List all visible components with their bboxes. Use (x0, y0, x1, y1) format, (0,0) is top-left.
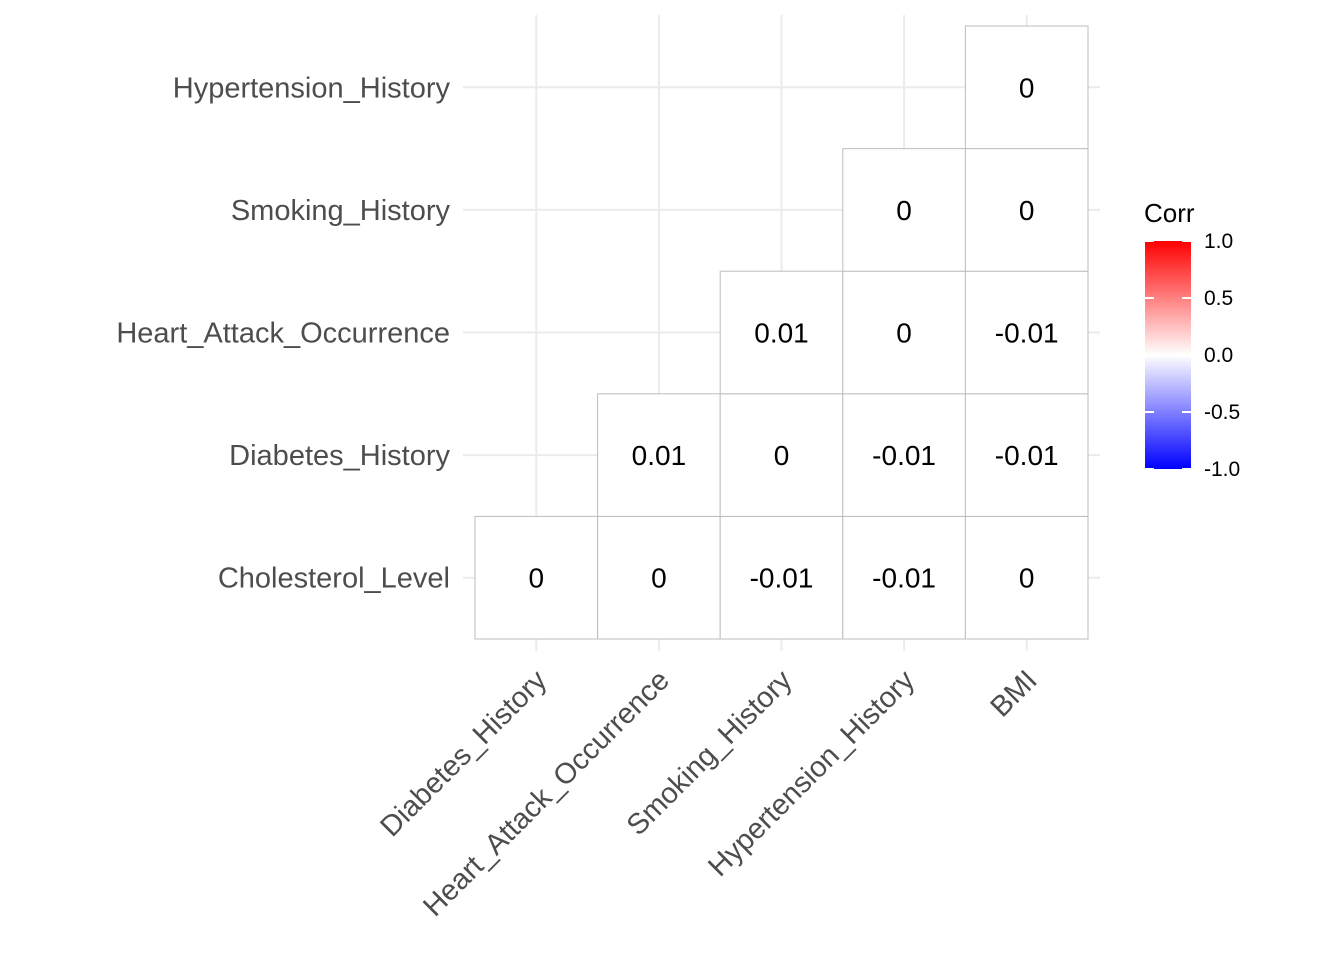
legend: Corr 1.0 0.5 0.0 -0.5 -1.0 (1144, 198, 1240, 481)
cell-label-bmi-hypertension-history: 0 (1019, 72, 1035, 103)
y-tick-label-heart-attack-occurrence: Heart_Attack_Occurrence (116, 318, 450, 350)
heatmap-cell-bmi-heart-attack-occurrence (964, 270, 1089, 395)
cell-label-bmi-cholesterol-level: 0 (1019, 563, 1035, 594)
x-tick-label-heart-attack-occurrence: Heart_Attack_Occurrence (417, 664, 676, 923)
cell-label-bmi-heart-attack-occurrence: -0.01 (995, 318, 1059, 349)
cell-label-diabetes-history-cholesterol-level: 0 (529, 563, 545, 594)
legend-tick-label-0-0: 0.0 (1204, 344, 1233, 367)
heatmap-cell-smoking-history-diabetes-history (719, 393, 844, 517)
heatmap-cell-diabetes-history-cholesterol-level (474, 515, 599, 640)
cell-label-smoking-history-heart-attack-occurrence: 0.01 (754, 318, 809, 349)
y-tick-label-hypertension-history: Hypertension_History (173, 72, 451, 104)
heatmap-cell-hypertension-history-diabetes-history (842, 393, 966, 517)
x-axis-tick-labels: Diabetes_HistoryHeart_Attack_OccurrenceS… (374, 664, 1043, 923)
y-axis-tick-labels: Cholesterol_Level Diabetes_History Heart_A… (116, 72, 450, 594)
heatmap-cell-bmi-hypertension-history (964, 25, 1089, 150)
cell-label-hypertension-history-heart-attack-occurrence: 0 (896, 318, 912, 349)
legend-tick-label-1-0: 1.0 (1204, 230, 1233, 253)
cell-label-bmi-diabetes-history: -0.01 (995, 440, 1059, 471)
cell-labels: 0 0 -0.01 -0.01 0 0.01 0 -0.01 -0.01 0.01 0 -0.01 0 0… (529, 72, 1059, 593)
heatmap-cell-hypertension-history-heart-attack-occurrence (842, 270, 966, 395)
cell-label-hypertension-history-cholesterol-level: -0.01 (872, 563, 936, 594)
x-tick-label-bmi: BMI (985, 664, 1044, 723)
y-tick-label-smoking-history: Smoking_History (231, 195, 451, 227)
heatmap-cell-hypertension-history-cholesterol-level (842, 515, 966, 640)
cell-label-hypertension-history-smoking-history: 0 (896, 195, 912, 226)
legend-title: Corr (1144, 198, 1195, 228)
heatmap-tiles (474, 25, 1089, 640)
cell-label-bmi-smoking-history: 0 (1019, 195, 1035, 226)
cell-label-smoking-history-diabetes-history: 0 (774, 440, 790, 471)
heatmap-cell-smoking-history-cholesterol-level (719, 515, 844, 640)
legend-tick-label-neg0-5: -0.5 (1204, 401, 1240, 424)
legend-tick-label-neg1-0: -1.0 (1204, 458, 1240, 481)
legend-tick-label-0-5: 0.5 (1204, 287, 1233, 310)
heatmap-cell-smoking-history-heart-attack-occurrence (719, 270, 844, 395)
y-tick-label-diabetes-history: Diabetes_History (229, 440, 450, 472)
cell-label-heart-attack-occurrence-diabetes-history: 0.01 (632, 440, 687, 471)
y-tick-label-cholesterol-level: Cholesterol_Level (218, 563, 450, 595)
cell-label-smoking-history-cholesterol-level: -0.01 (750, 563, 814, 594)
heatmap-cell-bmi-cholesterol-level (964, 515, 1089, 640)
cell-label-heart-attack-occurrence-cholesterol-level: 0 (651, 563, 667, 594)
heatmap-cell-heart-attack-occurrence-cholesterol-level (597, 515, 721, 640)
x-tick-label-hypertension-history: Hypertension_History (702, 664, 921, 883)
heatmap-cell-heart-attack-occurrence-diabetes-history (597, 393, 721, 517)
heatmap-cell-bmi-diabetes-history (964, 393, 1089, 517)
cell-label-hypertension-history-diabetes-history: -0.01 (872, 440, 936, 471)
heatmap-cell-hypertension-history-smoking-history (842, 148, 966, 272)
